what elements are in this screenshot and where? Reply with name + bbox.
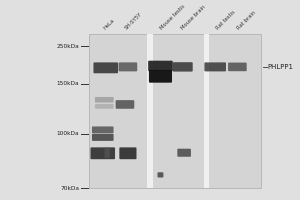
Text: 70kDa: 70kDa (60, 186, 79, 191)
FancyBboxPatch shape (172, 62, 193, 72)
FancyBboxPatch shape (95, 97, 114, 103)
Text: SH-SY5Y: SH-SY5Y (124, 12, 143, 31)
FancyBboxPatch shape (118, 62, 137, 71)
Bar (89, 34, 261, 188)
Text: PHLPP1: PHLPP1 (267, 64, 293, 70)
FancyBboxPatch shape (92, 134, 114, 141)
FancyBboxPatch shape (149, 70, 172, 83)
FancyBboxPatch shape (93, 62, 118, 73)
FancyBboxPatch shape (204, 62, 226, 71)
FancyBboxPatch shape (228, 63, 247, 71)
Bar (204, 34, 209, 188)
Text: HeLa: HeLa (103, 18, 116, 31)
FancyBboxPatch shape (91, 147, 115, 159)
FancyBboxPatch shape (104, 147, 110, 158)
Text: Rat testis: Rat testis (215, 10, 236, 31)
FancyBboxPatch shape (92, 126, 114, 133)
FancyBboxPatch shape (119, 147, 136, 159)
Text: 150kDa: 150kDa (56, 81, 79, 86)
FancyBboxPatch shape (95, 104, 114, 109)
Text: Mouse brain: Mouse brain (180, 5, 206, 31)
Text: Rat brain: Rat brain (236, 11, 256, 31)
Text: 250kDa: 250kDa (56, 44, 79, 49)
Text: Mouse testis: Mouse testis (159, 4, 186, 31)
FancyBboxPatch shape (116, 100, 134, 109)
FancyBboxPatch shape (177, 149, 191, 157)
FancyBboxPatch shape (148, 61, 173, 71)
FancyBboxPatch shape (158, 172, 164, 178)
Bar (147, 34, 153, 188)
Text: 100kDa: 100kDa (56, 131, 79, 136)
